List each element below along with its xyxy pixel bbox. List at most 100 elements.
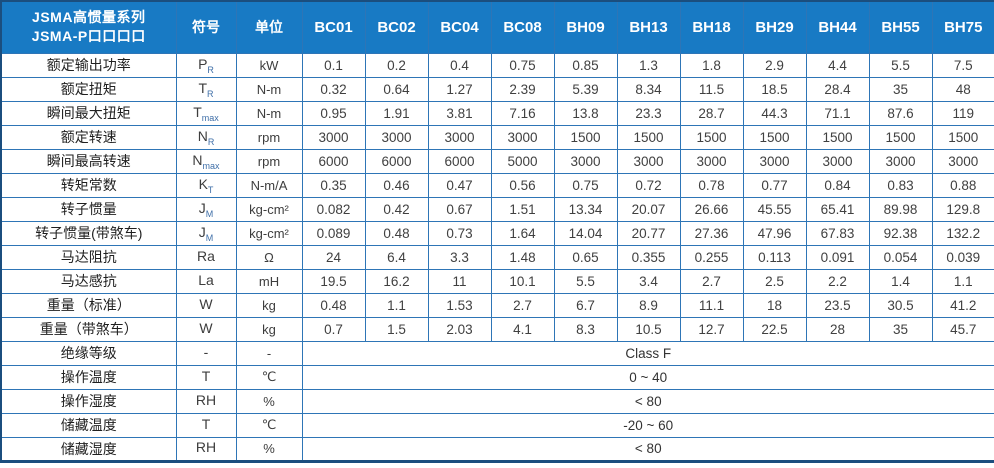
unit-cell: Ω	[235, 244, 303, 270]
symbol-base: La	[198, 271, 214, 288]
merged-value-cell: -20 ~ 60	[301, 412, 994, 438]
value-cell: 11.5	[679, 76, 744, 102]
row-label: 重量（带煞车）	[0, 316, 177, 342]
row-label: 瞬间最大扭矩	[0, 100, 177, 126]
model-column-header: BH75	[931, 0, 994, 54]
table-row: 马达阻抗 Ra Ω 24 6.4 3.3 1.48 0.65 0.355 0.255 0.113 0.…	[0, 244, 994, 270]
value-cell: 2.39	[490, 76, 555, 102]
value-cell: 3000	[616, 148, 681, 174]
value-cell: 0.73	[427, 220, 492, 246]
value-cell: 2.5	[742, 268, 807, 294]
value-cell: 1500	[805, 124, 870, 150]
value-cell: 0.46	[364, 172, 429, 198]
value-cell: 3000	[490, 124, 555, 150]
row-label: 转子惯量	[0, 196, 177, 222]
value-cell: 30.5	[868, 292, 933, 318]
value-cell: 48	[931, 76, 994, 102]
value-cell: 2.9	[742, 52, 807, 78]
row-label: 操作温度	[0, 364, 177, 390]
symbol-base: -	[203, 343, 209, 360]
symbol-base: P	[198, 55, 208, 72]
value-cell: 19.5	[301, 268, 366, 294]
row-label: 重量（标准）	[0, 292, 177, 318]
value-cell: 0.42	[364, 196, 429, 222]
value-cell: 1500	[742, 124, 807, 150]
series-title-cell: JSMA高惯量系列 JSMA-P口口口口	[0, 0, 177, 54]
symbol-subscript: max	[202, 160, 220, 171]
value-cell: 28.7	[679, 100, 744, 126]
value-cell: 0.77	[742, 172, 807, 198]
symbol-cell: W	[175, 316, 237, 342]
symbol-subscript: R	[207, 64, 214, 75]
merged-value-cell: < 80	[301, 436, 994, 462]
value-cell: 45.55	[742, 196, 807, 222]
value-cell: 1.91	[364, 100, 429, 126]
value-cell: 0.75	[490, 52, 555, 78]
spec-table-header: JSMA高惯量系列 JSMA-P口口口口 符号 单位 BC01 BC02 BC04 B…	[0, 0, 994, 54]
value-cell: 1500	[868, 124, 933, 150]
value-cell: 0.67	[427, 196, 492, 222]
table-row: 马达感抗 La mH 19.5 16.2 11 10.1 5.5 3.4 2.7 2.5 2.2 1.4…	[0, 268, 994, 294]
symbol-cell: Nmax	[175, 148, 237, 174]
symbol-cell: Tmax	[175, 100, 237, 126]
symbol-base: Ra	[197, 247, 215, 264]
symbol-base: W	[199, 295, 213, 312]
spec-table-body: 额定输出功率 PR kW 0.1 0.2 0.4 0.75 0.85 1.3 1.8 2.9 4.4 5…	[0, 52, 994, 462]
value-cell: 0.75	[553, 172, 618, 198]
value-cell: 119	[931, 100, 994, 126]
table-row: 储藏温度 T ℃ -20 ~ 60	[0, 412, 994, 438]
value-cell: 0.83	[868, 172, 933, 198]
value-cell: 92.38	[868, 220, 933, 246]
symbol-subscript: T	[207, 184, 214, 195]
unit-cell: kg-cm²	[235, 196, 303, 222]
value-cell: 0.64	[364, 76, 429, 102]
value-cell: 10.1	[490, 268, 555, 294]
value-cell: 129.8	[931, 196, 994, 222]
merged-value-cell: < 80	[301, 388, 994, 414]
value-cell: 1.1	[931, 268, 994, 294]
table-row: 转矩常数 KT N-m/A 0.35 0.46 0.47 0.56 0.75 0.72 0.78 0…	[0, 172, 994, 198]
value-cell: 1500	[616, 124, 681, 150]
unit-cell: kW	[235, 52, 303, 78]
row-label: 额定输出功率	[0, 52, 177, 78]
row-label: 操作湿度	[0, 388, 177, 414]
value-cell: 0.95	[301, 100, 366, 126]
value-cell: 5.5	[553, 268, 618, 294]
row-label: 马达阻抗	[0, 244, 177, 270]
value-cell: 0.082	[301, 196, 366, 222]
symbol-base: RH	[195, 391, 217, 408]
value-cell: 47.96	[742, 220, 807, 246]
value-cell: 4.1	[490, 316, 555, 342]
value-cell: 2.7	[679, 268, 744, 294]
table-row: 瞬间最高转速 Nmax rpm 6000 6000 6000 5000 3000 3000 300…	[0, 148, 994, 174]
value-cell: 0.1	[301, 52, 366, 78]
series-title-line1: JSMA高惯量系列	[32, 8, 146, 25]
value-cell: 0.2	[364, 52, 429, 78]
model-column-header: BH55	[868, 0, 933, 54]
value-cell: 18.5	[742, 76, 807, 102]
row-label: 转子惯量(带煞车)	[0, 220, 177, 246]
value-cell: 0.48	[364, 220, 429, 246]
symbol-base: K	[198, 175, 208, 192]
symbol-cell: T	[175, 364, 237, 390]
value-cell: 26.66	[679, 196, 744, 222]
value-cell: 1.4	[868, 268, 933, 294]
value-cell: 8.9	[616, 292, 681, 318]
value-cell: 65.41	[805, 196, 870, 222]
value-cell: 35	[868, 76, 933, 102]
value-cell: 0.7	[301, 316, 366, 342]
value-cell: 22.5	[742, 316, 807, 342]
value-cell: 1.64	[490, 220, 555, 246]
value-cell: 0.054	[868, 244, 933, 270]
value-cell: 3000	[805, 148, 870, 174]
symbol-cell: JM	[175, 196, 237, 222]
value-cell: 1.8	[679, 52, 744, 78]
row-label: 额定转速	[0, 124, 177, 150]
symbol-cell: La	[175, 268, 237, 294]
merged-value-cell: Class F	[301, 340, 994, 366]
unit-cell: kg	[235, 316, 303, 342]
unit-cell: N-m	[235, 76, 303, 102]
